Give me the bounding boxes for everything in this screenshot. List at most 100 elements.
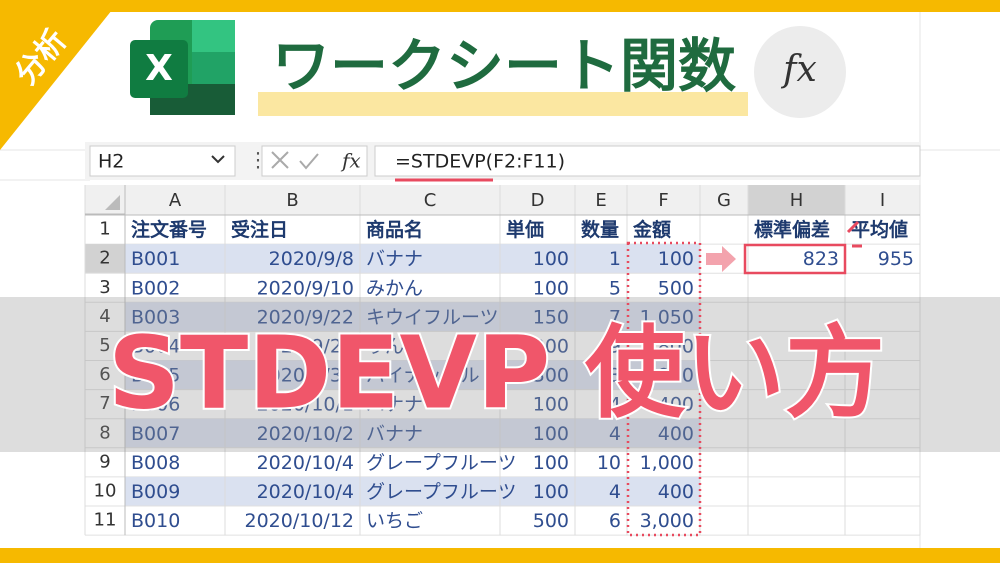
row-number: 2	[99, 248, 110, 269]
row-number: 8	[99, 422, 110, 443]
column-title: 数量	[581, 218, 619, 241]
row-number: 4	[99, 306, 110, 327]
row-number: 3	[99, 277, 110, 298]
cell: 500	[533, 510, 569, 532]
fx-icon: fx	[780, 49, 817, 90]
name-box[interactable]	[89, 145, 236, 177]
formula-bar: ⋮	[85, 142, 921, 182]
cell: 200	[533, 335, 569, 357]
cell: 2020/10/4	[257, 452, 354, 474]
cell: 2020/9/30	[257, 365, 354, 387]
cell: B006	[131, 394, 180, 416]
row-band	[125, 244, 700, 274]
cell: バナナ	[366, 423, 423, 445]
cell: みかん	[366, 277, 423, 299]
column-header: G	[717, 190, 731, 211]
cell: グレープフルーツ	[366, 481, 516, 503]
row-number: 6	[99, 364, 110, 385]
column-header: D	[531, 190, 545, 211]
cell: 3	[609, 365, 621, 387]
column-header: A	[169, 190, 182, 211]
row-number: 10	[94, 480, 117, 501]
cell: 400	[658, 394, 694, 416]
row-band	[125, 302, 700, 332]
top-border	[0, 0, 1000, 12]
row-number: 11	[94, 510, 117, 531]
sparkle	[846, 220, 862, 248]
cell: りんご	[366, 335, 423, 357]
title-highlight	[258, 92, 748, 116]
arrow	[706, 246, 736, 272]
selected-column-header	[748, 185, 845, 215]
row-band	[125, 360, 700, 390]
overlay-title: STDEVP 使い方	[108, 314, 885, 431]
column-header: I	[880, 190, 885, 211]
cell: 1,800	[640, 335, 694, 357]
cell: 100	[533, 452, 569, 474]
cell: 150	[533, 306, 569, 328]
column-header: E	[595, 190, 606, 211]
cell: 4	[609, 423, 621, 445]
cell: B001	[131, 248, 180, 270]
cell: 2020/9/28	[257, 335, 354, 357]
range-highlight	[626, 241, 702, 537]
row-number: 5	[99, 335, 110, 356]
cell: 5	[609, 277, 621, 299]
selected-row-header	[85, 244, 125, 274]
row-number: 9	[99, 451, 110, 472]
cell: 100	[533, 394, 569, 416]
row-band	[125, 418, 700, 448]
cell: B007	[131, 423, 180, 445]
cell: 100	[533, 423, 569, 445]
cell: 300	[533, 365, 569, 387]
cell: B008	[131, 452, 180, 474]
cell: 1,050	[640, 306, 694, 328]
cell: B004	[131, 335, 180, 357]
cell: 7	[609, 306, 621, 328]
cell: 4	[609, 481, 621, 503]
bottom-border	[0, 548, 1000, 563]
cell: 6	[609, 510, 621, 532]
badge-corner	[0, 0, 120, 150]
cell: グレープフルーツ	[366, 452, 516, 474]
cell: 955	[878, 248, 914, 270]
column-header: C	[424, 190, 437, 211]
overlay-band	[0, 297, 1000, 452]
cell: 2020/10/4	[257, 481, 354, 503]
column-title: 商品名	[366, 218, 423, 241]
column-header: B	[286, 190, 298, 211]
column-title: 平均値	[851, 218, 908, 241]
cell: B010	[131, 510, 180, 532]
cell: 2020/9/10	[257, 277, 354, 299]
column-title: 注文番号	[131, 218, 207, 241]
column-title: 受注日	[231, 218, 288, 241]
cell: 9	[609, 335, 621, 357]
cell: バナナ	[366, 248, 423, 270]
cell: 1,000	[640, 452, 694, 474]
cell: 900	[658, 365, 694, 387]
cell: 2020/10/1	[257, 394, 354, 416]
row-number: 7	[99, 393, 110, 414]
column-header: F	[658, 190, 668, 211]
column-title: 標準偏差	[754, 218, 830, 241]
cell: 400	[658, 481, 694, 503]
cell: 100	[533, 248, 569, 270]
formula-text: =STDEVP(F2:F11)	[395, 151, 565, 173]
cell: B003	[131, 306, 180, 328]
select-all	[105, 195, 120, 210]
cell: 2020/9/8	[269, 248, 354, 270]
fx-circle	[754, 26, 846, 118]
cell: パイナップル	[366, 365, 480, 387]
cell: キウイフルーツ	[366, 306, 499, 328]
cell: B005	[131, 365, 180, 387]
cell: 823	[803, 248, 839, 270]
cell: 3,000	[640, 510, 694, 532]
name-box-text: H2	[98, 151, 124, 173]
fx-button[interactable]: fx	[340, 149, 361, 173]
cell: 2020/10/2	[257, 423, 354, 445]
cell: バナナ	[366, 394, 423, 416]
formula-input[interactable]	[374, 145, 921, 177]
cell: いちご	[366, 510, 423, 532]
cell: 400	[658, 423, 694, 445]
svg-text:X: X	[145, 48, 173, 89]
